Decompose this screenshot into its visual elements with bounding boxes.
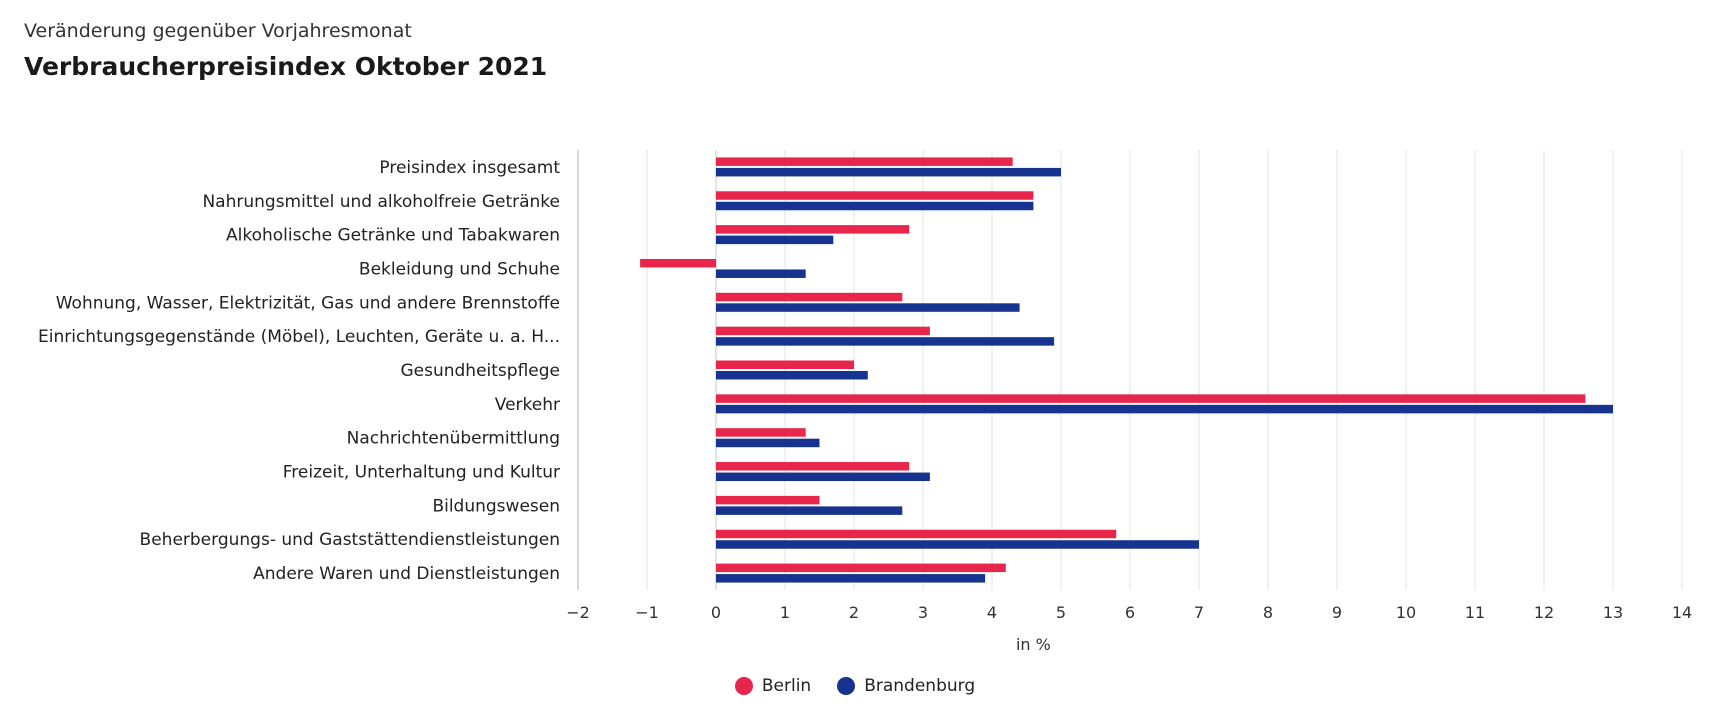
bar-brandenburg xyxy=(716,269,806,278)
bar-berlin xyxy=(716,529,1117,539)
bar-berlin xyxy=(716,495,820,505)
bar-brandenburg xyxy=(716,201,1034,211)
x-tick-label: 9 xyxy=(1332,603,1342,622)
category-label: Verkehr xyxy=(495,395,560,415)
bar-brandenburg xyxy=(716,303,1020,312)
x-tick-label: −1 xyxy=(635,603,659,622)
x-tick-label: 3 xyxy=(918,603,928,622)
legend-label-berlin: Berlin xyxy=(761,676,812,696)
x-tick-label: 12 xyxy=(1534,603,1554,622)
bar-berlin xyxy=(716,462,910,471)
bar-brandenburg xyxy=(716,404,1613,414)
category-label: Wohnung, Wasser, Elektrizität, Gas und a… xyxy=(56,293,560,313)
chart-legend: Berlin Brandenburg xyxy=(0,676,1710,696)
bar-berlin xyxy=(716,360,854,369)
bar-berlin xyxy=(640,258,716,268)
x-tick-label: 4 xyxy=(987,603,997,622)
x-tick-label: 11 xyxy=(1465,603,1485,622)
category-label: Bekleidung und Schuhe xyxy=(359,259,560,279)
x-tick-label: 8 xyxy=(1263,603,1273,622)
legend-label-brandenburg: Brandenburg xyxy=(864,676,976,696)
x-tick-label: 1 xyxy=(780,603,790,622)
bar-brandenburg xyxy=(716,438,820,448)
x-tick-label: 13 xyxy=(1603,603,1623,622)
bar-brandenburg xyxy=(716,371,868,380)
category-label: Freizeit, Unterhaltung und Kultur xyxy=(283,463,560,483)
x-tick-label: 2 xyxy=(849,603,859,622)
category-label: Nahrungsmittel und alkoholfreie Getränke xyxy=(202,192,560,212)
category-label: Andere Waren und Dienstleistungen xyxy=(253,564,560,584)
bar-brandenburg xyxy=(716,506,903,515)
x-tick-label: 6 xyxy=(1125,603,1135,622)
bar-berlin xyxy=(716,225,910,234)
bar-brandenburg xyxy=(716,337,1055,346)
bar-berlin xyxy=(716,394,1586,403)
bar-brandenburg xyxy=(716,540,1199,549)
bar-berlin xyxy=(716,191,1034,200)
category-label: Einrichtungsgegenstände (Möbel), Leuchte… xyxy=(38,327,560,347)
legend-marker-berlin xyxy=(734,677,753,695)
category-label: Preisindex insgesamt xyxy=(379,158,560,178)
x-axis-title: in % xyxy=(1016,635,1051,654)
x-tick-label: 0 xyxy=(711,603,721,622)
bar-berlin xyxy=(716,157,1013,166)
bar-berlin xyxy=(716,563,1006,573)
bar-berlin xyxy=(716,326,930,336)
bar-brandenburg xyxy=(716,472,930,482)
legend-marker-brandenburg xyxy=(837,677,856,695)
bar-berlin xyxy=(716,428,806,437)
bar-brandenburg xyxy=(716,574,986,583)
x-tick-label: 14 xyxy=(1672,603,1692,622)
x-tick-label: 10 xyxy=(1396,603,1416,622)
category-label: Nachrichtenübermittlung xyxy=(347,429,560,449)
category-label: Alkoholische Getränke und Tabakwaren xyxy=(226,226,560,246)
category-label: Bildungswesen xyxy=(432,496,560,516)
legend-item-brandenburg[interactable]: Brandenburg xyxy=(837,676,975,696)
x-tick-label: 5 xyxy=(1056,603,1066,622)
x-tick-label: −2 xyxy=(566,603,590,622)
bar-berlin xyxy=(716,292,903,302)
bar-brandenburg xyxy=(716,235,834,245)
chart-title: Verbraucherpreisindex Oktober 2021 xyxy=(24,52,548,81)
x-tick-label: 7 xyxy=(1194,603,1204,622)
chart-subtitle: Veränderung gegenüber Vorjahresmonat xyxy=(24,20,412,42)
category-label: Gesundheitspflege xyxy=(400,361,560,381)
legend-item-berlin[interactable]: Berlin xyxy=(734,676,812,696)
bar-brandenburg xyxy=(716,167,1061,177)
category-label: Beherbergungs- und Gaststättendienstleis… xyxy=(140,530,560,550)
